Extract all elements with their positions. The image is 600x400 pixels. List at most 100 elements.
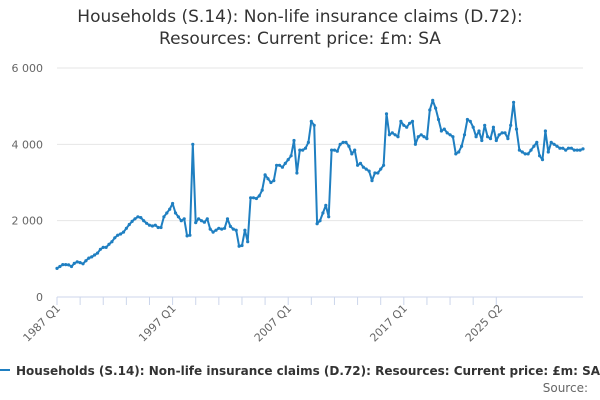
data-point[interactable] <box>191 142 195 146</box>
data-point[interactable] <box>220 227 224 231</box>
data-point[interactable] <box>549 140 553 144</box>
data-point[interactable] <box>228 224 232 228</box>
data-point[interactable] <box>402 123 406 127</box>
data-point[interactable] <box>110 240 114 244</box>
data-point[interactable] <box>373 171 377 175</box>
data-point[interactable] <box>361 165 365 169</box>
data-point[interactable] <box>234 228 238 232</box>
data-point[interactable] <box>497 133 501 137</box>
data-point[interactable] <box>176 215 180 219</box>
data-point[interactable] <box>246 240 250 244</box>
data-point[interactable] <box>540 158 545 162</box>
data-point[interactable] <box>566 146 571 150</box>
data-point[interactable] <box>451 135 455 139</box>
data-point[interactable] <box>171 201 175 206</box>
data-point[interactable] <box>254 196 258 201</box>
data-point[interactable] <box>289 154 293 158</box>
data-point[interactable] <box>535 140 539 144</box>
data-point[interactable] <box>358 161 363 165</box>
data-point[interactable] <box>303 146 308 150</box>
data-point[interactable] <box>578 148 582 152</box>
data-point[interactable] <box>480 138 484 143</box>
data-point[interactable] <box>370 179 374 183</box>
data-point[interactable] <box>460 144 464 148</box>
data-point[interactable] <box>142 219 146 223</box>
data-point[interactable] <box>266 177 270 181</box>
data-point[interactable] <box>260 188 264 192</box>
data-point[interactable] <box>251 196 256 200</box>
data-point[interactable] <box>119 232 123 236</box>
data-point[interactable] <box>341 140 345 144</box>
data-point[interactable] <box>72 261 76 265</box>
data-point[interactable] <box>275 163 279 167</box>
data-point[interactable] <box>165 211 169 215</box>
data-point[interactable] <box>280 165 284 169</box>
data-point[interactable] <box>471 125 475 129</box>
data-point[interactable] <box>442 127 446 131</box>
data-point[interactable] <box>491 125 495 129</box>
data-point[interactable] <box>410 119 415 123</box>
data-point[interactable] <box>64 263 68 267</box>
data-point[interactable] <box>173 211 178 215</box>
data-point[interactable] <box>153 223 157 227</box>
data-point[interactable] <box>231 227 235 231</box>
data-point[interactable] <box>243 228 247 232</box>
data-point[interactable] <box>494 138 498 143</box>
data-point[interactable] <box>514 127 519 131</box>
data-point[interactable] <box>457 150 461 154</box>
data-point[interactable] <box>298 148 302 152</box>
data-point[interactable] <box>416 135 420 139</box>
data-point[interactable] <box>529 148 533 152</box>
data-point[interactable] <box>332 148 337 152</box>
data-point[interactable] <box>462 133 467 137</box>
data-point[interactable] <box>104 245 108 249</box>
data-point[interactable] <box>237 244 241 248</box>
data-point[interactable] <box>277 163 282 167</box>
data-point[interactable] <box>477 129 481 133</box>
data-point[interactable] <box>506 137 510 141</box>
data-point[interactable] <box>436 117 441 122</box>
data-point[interactable] <box>408 121 412 125</box>
data-point[interactable] <box>431 98 435 102</box>
data-point[interactable] <box>356 163 360 167</box>
data-point[interactable] <box>376 171 380 175</box>
data-point[interactable] <box>543 129 548 133</box>
data-point[interactable] <box>101 245 105 249</box>
data-point[interactable] <box>546 150 550 154</box>
data-point[interactable] <box>113 236 117 240</box>
data-point[interactable] <box>422 135 426 139</box>
data-point[interactable] <box>90 255 94 259</box>
data-point[interactable] <box>434 106 438 110</box>
data-point[interactable] <box>67 263 71 267</box>
data-point[interactable] <box>156 225 160 230</box>
data-point[interactable] <box>405 125 409 129</box>
data-point[interactable] <box>468 119 472 123</box>
data-point[interactable] <box>387 133 391 137</box>
data-point[interactable] <box>445 131 449 135</box>
data-point[interactable] <box>61 263 65 267</box>
data-point[interactable] <box>367 169 371 173</box>
data-point[interactable] <box>188 233 192 237</box>
data-point[interactable] <box>335 149 339 153</box>
data-point[interactable] <box>538 154 542 158</box>
data-point[interactable] <box>116 233 120 237</box>
data-point[interactable] <box>558 146 562 150</box>
data-point[interactable] <box>555 144 559 148</box>
data-point[interactable] <box>318 219 322 223</box>
data-point[interactable] <box>257 194 261 198</box>
legend[interactable]: Households (S.14): Non-life insurance cl… <box>0 364 600 382</box>
data-point[interactable] <box>292 138 296 143</box>
data-point[interactable] <box>344 140 348 144</box>
data-point[interactable] <box>364 167 368 171</box>
data-point[interactable] <box>474 135 478 139</box>
data-point[interactable] <box>315 222 319 226</box>
data-point[interactable] <box>98 247 102 251</box>
data-point[interactable] <box>69 264 74 269</box>
data-point[interactable] <box>168 207 172 211</box>
data-point[interactable] <box>428 108 432 112</box>
data-point[interactable] <box>225 217 230 221</box>
data-point[interactable] <box>520 150 524 154</box>
data-point[interactable] <box>205 217 209 221</box>
data-point[interactable] <box>419 133 423 137</box>
data-point[interactable] <box>58 264 62 269</box>
